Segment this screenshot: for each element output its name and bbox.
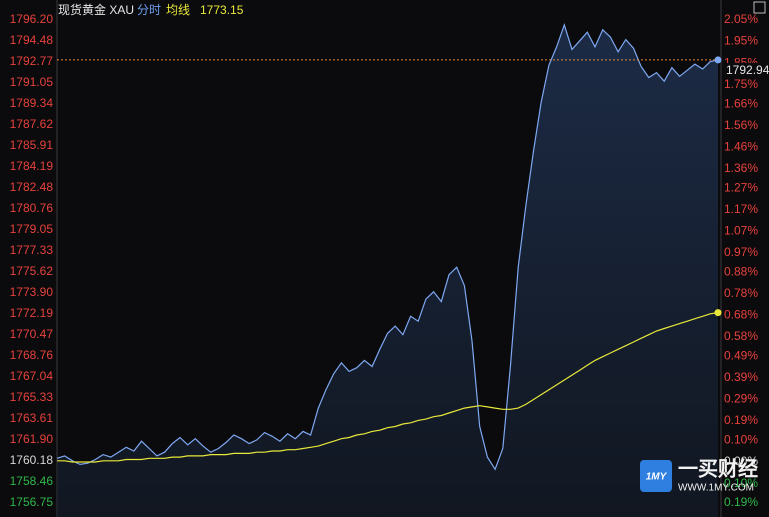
price-area — [57, 24, 718, 517]
y-tick-label: 1779.05 — [10, 222, 54, 236]
logo-url: WWW.1MY.COM — [678, 483, 754, 494]
y-tick-label: 1787.62 — [10, 117, 54, 131]
y-tick-label: 1767.04 — [10, 369, 54, 383]
y-tick-label: 1784.19 — [10, 159, 54, 173]
y2-tick-label: 1.36% — [724, 161, 758, 175]
y-tick-label: 1794.48 — [10, 33, 54, 47]
y-tick-label: 1756.75 — [10, 495, 54, 509]
logo-icon — [640, 460, 672, 492]
y2-tick-label: 0.49% — [724, 349, 758, 363]
y2-tick-label: 0.19% — [724, 413, 758, 427]
y2-tick-label: 1.46% — [724, 139, 758, 153]
y2-tick-label: 2.05% — [724, 12, 758, 26]
y2-tick-label: 0.00% — [724, 454, 758, 468]
y-tick-label: 1760.18 — [10, 453, 54, 467]
y-tick-label: 1770.47 — [10, 327, 54, 341]
y2-tick-label: 0.19% — [724, 495, 758, 509]
logo-name: 一买财经 — [678, 456, 758, 480]
y-tick-label: 1796.20 — [10, 12, 54, 26]
y-tick-label: 1773.90 — [10, 285, 54, 299]
y-tick-label: 1758.46 — [10, 474, 54, 488]
y2-tick-label: 1.27% — [724, 180, 758, 194]
mode-label: 分时 — [137, 3, 161, 17]
y2-tick-label: 1.07% — [724, 223, 758, 237]
y2-tick-label: 0.88% — [724, 264, 758, 278]
y2-tick-label: 0.10% — [724, 433, 758, 447]
y-tick-label: 1768.76 — [10, 348, 54, 362]
end-dot — [714, 56, 722, 64]
y2-tick-label: 0.58% — [724, 329, 758, 343]
plot: 1796.20 1794.48 1792.77 1791.05 1789.34 1787.… — [10, 12, 758, 517]
y2-tick-label: 1.17% — [724, 202, 758, 216]
logo-icon-text: 1MY — [646, 472, 668, 483]
y-tick-label: 1785.91 — [10, 138, 54, 152]
y2-tick-label: 1.75% — [724, 77, 758, 91]
avg-label: 均线 — [166, 3, 190, 17]
last-price-box — [724, 62, 769, 78]
series-line — [57, 312, 719, 463]
y-tick-label: 1780.76 — [10, 201, 54, 215]
avg-value: 1773.15 — [200, 3, 244, 17]
y2-tick-label: 1.95% — [724, 34, 758, 48]
y-tick-label: 1775.62 — [10, 264, 54, 278]
y-tick-label: 1789.34 — [10, 96, 54, 110]
y2-tick-label: 0.68% — [724, 308, 758, 322]
last-price-label: 1792.94 — [726, 63, 769, 77]
y2-tick-label: 0.78% — [724, 286, 758, 300]
chart-title: 现货黄金 XAU — [58, 2, 134, 17]
y2-tick-label: 0.29% — [724, 392, 758, 406]
series-line — [56, 22, 719, 471]
watermark: 1MY 一买财经 WWW.1MY.COM — [640, 456, 758, 494]
y-tick-label: 1792.77 — [10, 54, 54, 68]
y-tick-label: 1765.33 — [10, 390, 54, 404]
y-tick-label: 1763.61 — [10, 411, 54, 425]
y-tick-label: 1772.19 — [10, 306, 54, 320]
y-tick-label: 1782.48 — [10, 180, 54, 194]
y2-tick-label: 1.56% — [724, 118, 758, 132]
y2-tick-label: 0.39% — [724, 370, 758, 384]
y-tick-label: 1761.90 — [10, 432, 54, 446]
corner-icon[interactable] — [753, 1, 766, 14]
y2-tick-label: 0.97% — [724, 245, 758, 259]
y-tick-label: 1777.33 — [10, 243, 54, 257]
y-tick-label: 1791.05 — [10, 75, 54, 89]
y2-tick-label: 0.10% — [724, 476, 758, 490]
end-dot — [714, 309, 722, 317]
y2-tick-label: 1.66% — [724, 96, 758, 110]
